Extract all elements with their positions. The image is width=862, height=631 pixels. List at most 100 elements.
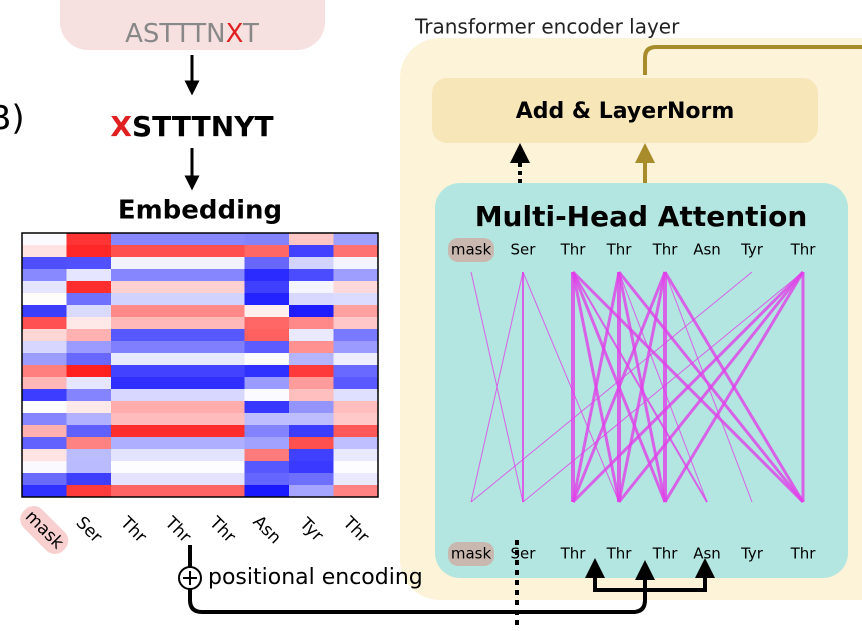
heat-cell xyxy=(111,365,156,378)
heat-cell xyxy=(333,341,379,354)
token-label: Thr xyxy=(560,545,587,563)
heat-cell xyxy=(200,245,245,258)
heat-cell xyxy=(111,293,156,306)
heat-cell xyxy=(244,245,290,258)
heat-cell xyxy=(244,461,290,474)
heat-cell xyxy=(289,257,334,270)
token-label: Ser xyxy=(511,241,537,259)
heat-cell xyxy=(200,485,245,498)
heat-cell xyxy=(244,353,290,366)
heat-cell xyxy=(155,329,201,342)
heat-cell xyxy=(333,245,379,258)
heat-cell xyxy=(155,377,201,390)
input-sequence: ASTTTNXT xyxy=(125,19,259,49)
heat-cell xyxy=(66,269,112,282)
token-label: Ser xyxy=(511,545,537,563)
heat-cell xyxy=(200,353,245,366)
heat-cell xyxy=(111,233,156,246)
heat-cell xyxy=(66,437,112,450)
heat-cell xyxy=(289,377,334,390)
heat-cell xyxy=(244,401,290,414)
heat-cell xyxy=(66,329,112,342)
heat-cell xyxy=(66,353,112,366)
token-label: Thr xyxy=(652,241,679,259)
heat-cell xyxy=(22,329,67,342)
heat-cell xyxy=(333,365,379,378)
heat-cell xyxy=(22,233,67,246)
heat-cell xyxy=(200,389,245,402)
heat-cell xyxy=(66,413,112,426)
heat-cell xyxy=(111,269,156,282)
add-norm-label: Add & LayerNorm xyxy=(516,99,735,124)
heat-cell xyxy=(244,341,290,354)
token-label: Thr xyxy=(606,241,633,259)
heat-cell xyxy=(289,389,334,402)
heat-cell xyxy=(244,425,290,438)
heat-cell xyxy=(111,257,156,270)
heat-cell xyxy=(155,245,201,258)
heat-cell xyxy=(200,329,245,342)
attention-line xyxy=(470,271,524,503)
attention-line xyxy=(663,271,805,503)
heat-cell xyxy=(22,257,67,270)
token-label: Asn xyxy=(693,545,721,563)
heat-cell xyxy=(111,473,156,486)
heat-cell xyxy=(155,281,201,294)
heat-cell xyxy=(200,293,245,306)
heat-cell xyxy=(200,449,245,462)
heat-cell xyxy=(22,245,67,258)
token-label: mask xyxy=(451,241,492,259)
token-label: Ser xyxy=(72,513,106,547)
heat-cell xyxy=(66,485,112,498)
heat-cell xyxy=(333,293,379,306)
heat-cell xyxy=(111,245,156,258)
heat-cell xyxy=(66,305,112,318)
heat-cell xyxy=(22,449,67,462)
heat-cell xyxy=(155,305,201,318)
token-label: Thr xyxy=(652,545,679,563)
encoder-title: Transformer encoder layer xyxy=(414,15,680,39)
mask-badge xyxy=(448,238,494,262)
heat-cell xyxy=(200,317,245,330)
heat-cell xyxy=(333,257,379,270)
fork xyxy=(593,570,707,592)
heat-cell xyxy=(22,485,67,498)
heat-cell xyxy=(66,233,112,246)
heat-cell xyxy=(200,425,245,438)
heat-cell xyxy=(200,257,245,270)
heat-cell xyxy=(66,317,112,330)
heat-cell xyxy=(289,353,334,366)
token-label: Tyr xyxy=(295,513,327,545)
heat-cell xyxy=(333,401,379,414)
heat-cell xyxy=(155,473,201,486)
heat-cell xyxy=(289,305,334,318)
heat-cell xyxy=(155,461,201,474)
heat-cell xyxy=(200,281,245,294)
heat-cell xyxy=(155,341,201,354)
heat-cell xyxy=(66,473,112,486)
heat-cell xyxy=(111,485,156,498)
heat-cell xyxy=(333,461,379,474)
heat-cell xyxy=(244,389,290,402)
heat-cell xyxy=(289,449,334,462)
panel-label: B) xyxy=(0,99,25,139)
input-box xyxy=(60,0,325,50)
heat-cell xyxy=(200,437,245,450)
heat-cell xyxy=(244,485,290,498)
heat-cell xyxy=(155,413,201,426)
heat-cell xyxy=(22,305,67,318)
heat-cell xyxy=(22,281,67,294)
heat-cell xyxy=(244,473,290,486)
heat-cell xyxy=(22,413,67,426)
heat-cell xyxy=(155,389,201,402)
heat-cell xyxy=(66,389,112,402)
heat-cell xyxy=(289,269,334,282)
heat-cell xyxy=(200,473,245,486)
heat-cell xyxy=(155,353,201,366)
heat-cell xyxy=(66,461,112,474)
heat-cell xyxy=(111,341,156,354)
heat-cell xyxy=(22,377,67,390)
heat-cell xyxy=(22,269,67,282)
residual-line xyxy=(643,45,862,75)
heat-cell xyxy=(244,365,290,378)
